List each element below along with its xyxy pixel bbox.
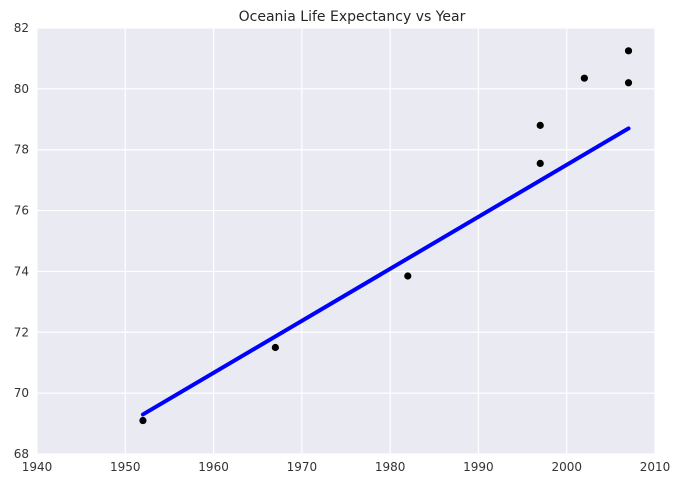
y-tick-label: 74 (14, 264, 29, 278)
y-tick-label: 68 (14, 447, 29, 461)
scatter-points (139, 47, 633, 425)
data-point (271, 343, 279, 352)
y-tick-label: 78 (14, 143, 29, 157)
data-point (536, 121, 544, 129)
regression-line (140, 126, 631, 417)
x-tick-label: 1990 (463, 460, 494, 474)
chart-title: Oceania Life Expectancy vs Year (239, 9, 466, 25)
data-point (536, 159, 544, 168)
x-tick-label: 2010 (640, 460, 671, 474)
data-point (624, 47, 633, 55)
y-tick-label: 80 (14, 82, 29, 96)
grid-lines (36, 27, 656, 455)
x-tick-label: 1950 (110, 460, 141, 474)
data-point (624, 79, 633, 87)
data-point (139, 416, 147, 425)
x-tick-label: 2000 (551, 460, 582, 474)
y-tick-label: 72 (14, 325, 29, 339)
y-tick-label: 82 (14, 21, 29, 35)
data-point (404, 272, 412, 280)
regression-line-group (140, 126, 631, 417)
x-tick-label: 1980 (375, 460, 406, 474)
x-axis-ticks: 1940 1950 1960 1970 1980 1990 2000 2010 (22, 460, 671, 474)
x-tick-label: 1960 (198, 460, 229, 474)
x-tick-label: 1940 (22, 460, 53, 474)
y-axis-ticks: 68 70 72 74 76 78 80 82 (14, 21, 29, 461)
x-tick-label: 1970 (287, 460, 318, 474)
plot-area (37, 28, 655, 454)
y-tick-label: 76 (14, 204, 29, 218)
y-tick-label: 70 (14, 386, 29, 400)
data-point (580, 74, 588, 82)
